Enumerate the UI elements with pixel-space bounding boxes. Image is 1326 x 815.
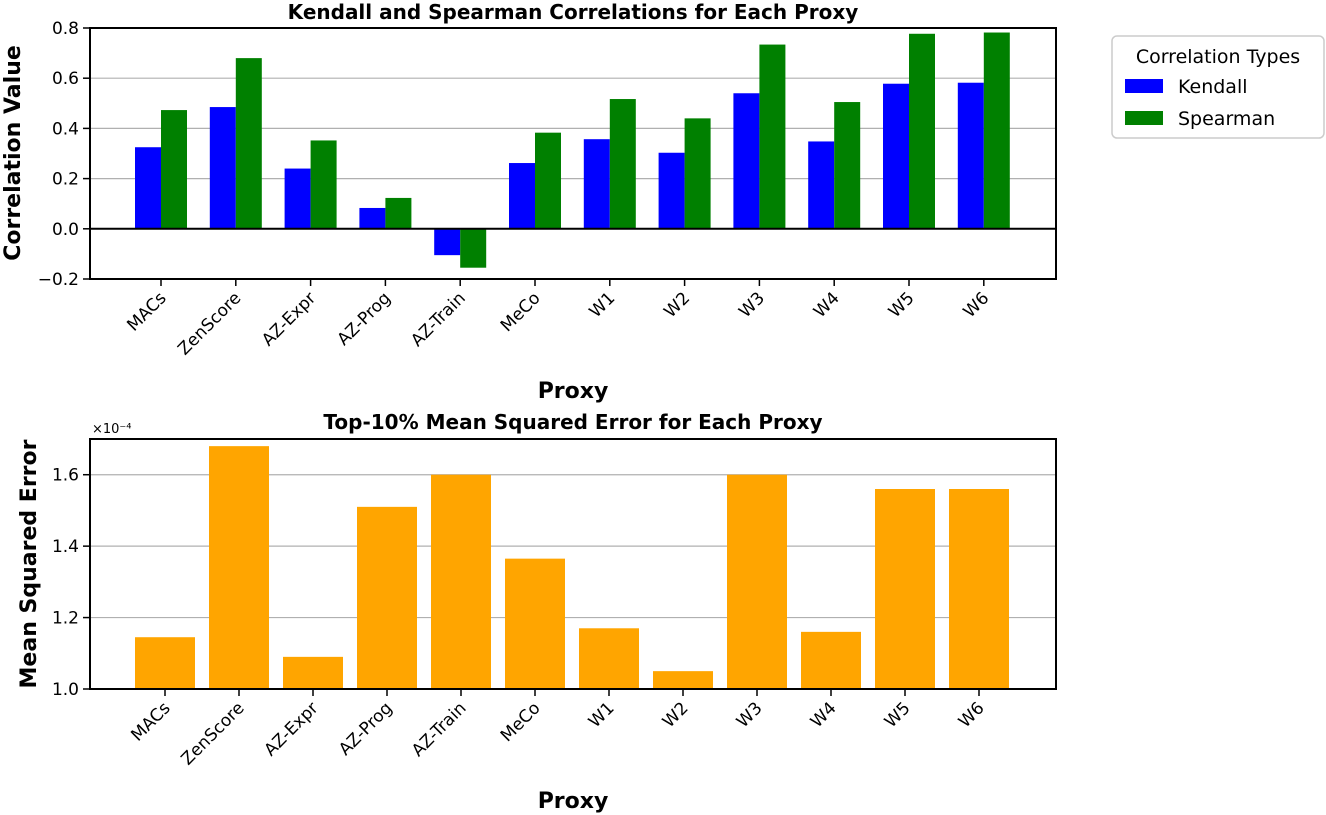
chart2-y-ticks: 1.0 1.2 1.4 1.6 (52, 466, 90, 700)
bar-w3 (727, 474, 787, 689)
bar-spearman-w2 (684, 118, 711, 229)
chart1-legend: Correlation Types Kendall Spearman (1111, 35, 1325, 139)
chart2-axis-offset-label: ×10⁻⁴ (92, 422, 132, 437)
y-tick-label: 0.8 (52, 19, 79, 39)
chart1-plot-frame (89, 27, 1057, 280)
x-tick-label: W3 (735, 288, 769, 322)
x-tick-label: W2 (659, 698, 693, 732)
y-tick-label: 1.4 (52, 537, 79, 557)
chart1-bars (135, 32, 1010, 268)
x-tick-label: W3 (733, 698, 767, 732)
chart1-title: Kendall and Spearman Correlations for Ea… (288, 0, 859, 24)
bar-spearman-zenscore (235, 58, 262, 229)
bar-w1 (579, 628, 639, 689)
bar-kendall-az-train (434, 228, 461, 256)
y-tick-label: 1.0 (52, 680, 79, 700)
x-tick-label: W6 (960, 288, 994, 322)
bar-spearman-w5 (909, 33, 935, 229)
mse-chart: Top-10% Mean Squared Error for Each Prox… (17, 410, 1057, 814)
x-tick-label: W6 (955, 698, 989, 732)
bar-kendall-az-prog (359, 207, 386, 229)
bar-kendall-w4 (808, 141, 835, 229)
bar-spearman-w4 (834, 102, 861, 229)
x-tick-label: MeCo (497, 288, 545, 336)
legend-swatch-spearman (1125, 111, 1163, 125)
bar-spearman-az-prog (385, 197, 412, 229)
chart2-x-axis-label: Proxy (538, 789, 609, 814)
y-tick-label: 0.6 (52, 69, 79, 89)
bar-w2 (653, 671, 713, 689)
x-tick-label: W4 (810, 288, 844, 322)
legend-label-spearman: Spearman (1178, 108, 1275, 130)
legend-frame (1111, 35, 1325, 139)
bar-kendall-zenscore (209, 107, 236, 229)
legend-title: Correlation Types (1136, 46, 1300, 68)
bar-spearman-meco (535, 132, 561, 229)
y-tick-label: 0.0 (52, 220, 79, 240)
bar-kendall-w5 (883, 83, 909, 229)
y-tick-label: 0.2 (52, 170, 79, 190)
x-tick-label: AZ-Expr (261, 698, 323, 760)
chart2-x-ticks: MACs ZenScore AZ-Expr AZ-Prog AZ-Train MeCo W1… (127, 689, 989, 769)
x-tick-label: AZ-Train (407, 288, 469, 350)
bar-meco (505, 558, 565, 689)
x-tick-label: AZ-Expr (258, 288, 320, 350)
chart2-bars (135, 446, 1009, 689)
y-tick-label: 1.6 (52, 466, 79, 486)
bar-spearman-az-expr (310, 140, 337, 229)
legend-swatch-kendall (1125, 79, 1163, 93)
y-tick-label: 0.4 (52, 119, 79, 139)
x-tick-label: W4 (807, 698, 841, 732)
x-tick-label: AZ-Prog (335, 698, 396, 759)
chart1-x-axis-label: Proxy (538, 379, 609, 404)
bar-macs (135, 637, 195, 689)
bar-spearman-w6 (983, 32, 1010, 229)
chart1-y-axis-label: Correlation Value (1, 45, 26, 261)
x-tick-label: ZenScore (174, 288, 245, 359)
bar-spearman-az-train (460, 228, 487, 268)
bar-az-prog (357, 506, 417, 689)
x-tick-label: MeCo (497, 698, 545, 746)
chart2-title: Top-10% Mean Squared Error for Each Prox… (323, 410, 822, 434)
bar-kendall-w6 (957, 82, 984, 229)
bar-spearman-macs (161, 110, 187, 229)
bar-spearman-w3 (759, 44, 786, 229)
x-tick-label: W1 (585, 698, 619, 732)
bar-kendall-w2 (658, 152, 685, 229)
legend-label-kendall: Kendall (1178, 76, 1248, 98)
bar-az-train (431, 474, 491, 689)
chart1-y-ticks: −0.2 0.0 0.2 0.4 0.6 0.8 (38, 19, 90, 290)
x-tick-label: W1 (586, 288, 620, 322)
y-tick-label: 1.2 (52, 609, 79, 629)
bar-kendall-w1 (583, 139, 610, 229)
bar-kendall-az-expr (284, 168, 311, 229)
x-tick-label: W2 (660, 288, 694, 322)
chart2-plot-frame (89, 438, 1057, 690)
bar-kendall-w3 (733, 93, 760, 229)
bar-w5 (875, 489, 935, 689)
bar-kendall-meco (509, 163, 535, 229)
correlation-chart: Kendall and Spearman Correlations for Ea… (1, 0, 1325, 404)
bar-w4 (801, 631, 861, 689)
x-tick-label: AZ-Prog (334, 288, 395, 349)
chart2-y-axis-label: Mean Squared Error (17, 439, 42, 688)
bar-kendall-macs (135, 147, 161, 229)
x-tick-label: AZ-Train (408, 698, 470, 760)
bar-spearman-w1 (609, 99, 636, 229)
x-tick-label: ZenScore (177, 698, 248, 769)
bar-az-expr (283, 656, 343, 689)
x-tick-label: MACs (127, 698, 174, 745)
y-tick-label: −0.2 (38, 270, 79, 290)
x-tick-label: W5 (881, 698, 915, 732)
chart1-x-ticks: MACs ZenScore AZ-Expr AZ-Prog AZ-Train MeCo W1… (123, 279, 993, 359)
bar-w6 (949, 489, 1009, 689)
x-tick-label: MACs (123, 288, 170, 335)
bar-zenscore (209, 446, 269, 689)
x-tick-label: W5 (885, 288, 919, 322)
